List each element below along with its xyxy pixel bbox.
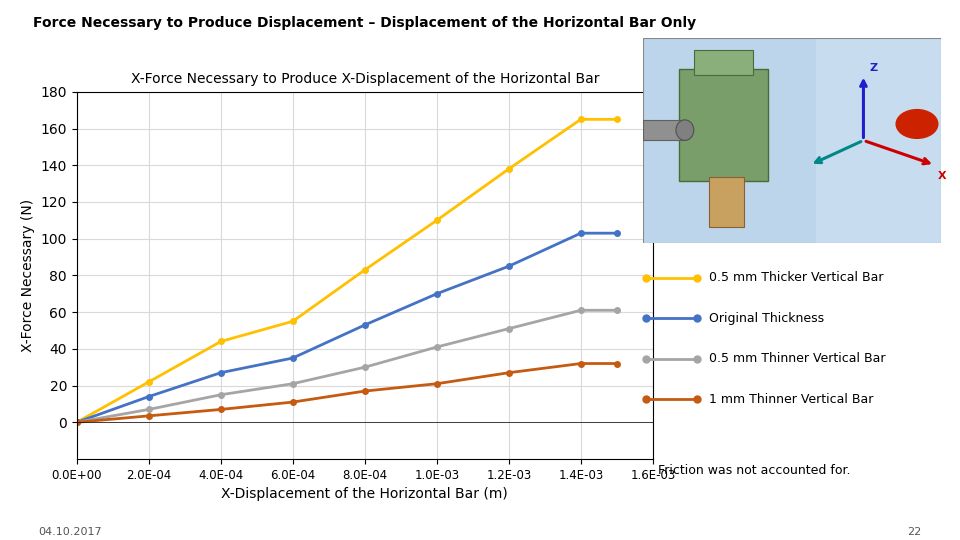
Y-axis label: X-Force Necessary (N): X-Force Necessary (N) xyxy=(21,199,35,352)
Bar xyxy=(816,38,941,243)
Text: 0.5 mm Thicker Vertical Bar: 0.5 mm Thicker Vertical Bar xyxy=(708,271,883,284)
Bar xyxy=(643,120,684,140)
Text: 0.5 mm Thinner Vertical Bar: 0.5 mm Thinner Vertical Bar xyxy=(708,352,885,365)
X-axis label: X-Displacement of the Horizontal Bar (m): X-Displacement of the Horizontal Bar (m) xyxy=(222,487,508,501)
Bar xyxy=(643,38,816,243)
Text: Friction was not accounted for.: Friction was not accounted for. xyxy=(658,464,851,477)
Bar xyxy=(708,177,744,227)
Text: 1 mm Thinner Vertical Bar: 1 mm Thinner Vertical Bar xyxy=(708,393,873,406)
Bar xyxy=(694,50,754,75)
Text: X: X xyxy=(938,171,947,181)
Text: 22: 22 xyxy=(907,526,922,537)
Title: X-Force Necessary to Produce X-Displacement of the Horizontal Bar: X-Force Necessary to Produce X-Displacem… xyxy=(131,72,599,86)
Ellipse shape xyxy=(676,120,694,140)
Text: Force Necessary to Produce Displacement – Displacement of the Horizontal Bar Onl: Force Necessary to Produce Displacement … xyxy=(34,16,696,30)
Text: Original Thickness: Original Thickness xyxy=(708,312,824,325)
Text: Z: Z xyxy=(870,63,877,73)
Bar xyxy=(679,69,768,181)
Circle shape xyxy=(896,110,938,138)
Text: 04.10.2017: 04.10.2017 xyxy=(38,526,102,537)
